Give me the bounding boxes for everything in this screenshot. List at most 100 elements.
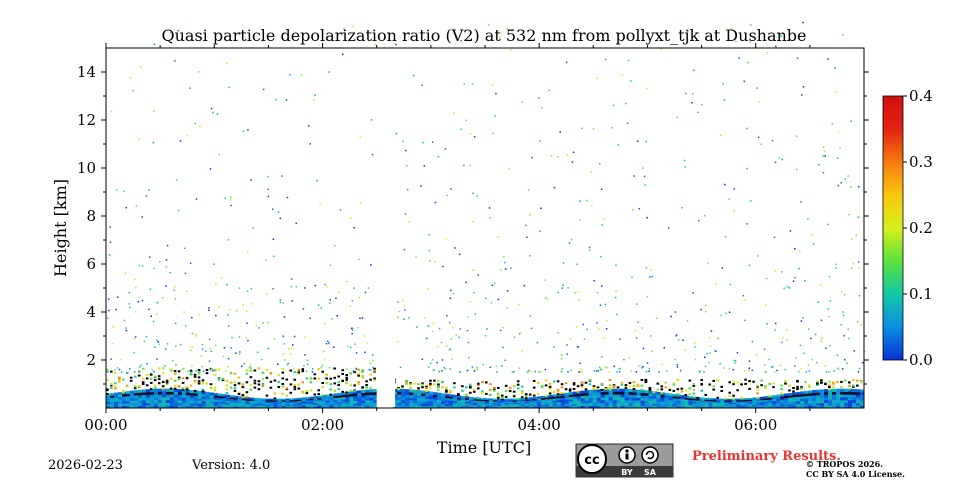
heatmap-cell [353, 371, 356, 374]
heatmap-cell [434, 260, 436, 263]
heatmap-cell [114, 392, 119, 396]
heatmap-cell [783, 287, 785, 290]
heatmap-cell [544, 368, 547, 371]
heatmap-cell [816, 402, 821, 406]
heatmap-cell [825, 371, 828, 373]
heatmap-cell [469, 406, 474, 409]
heatmap-cell [638, 207, 641, 210]
heatmap-cell [524, 406, 530, 409]
heatmap-cell [664, 395, 669, 398]
heatmap-cell [524, 405, 530, 407]
heatmap-cell [253, 379, 257, 382]
heatmap-cell [858, 185, 860, 188]
heatmap-cell [828, 405, 833, 409]
heatmap-cell [675, 334, 678, 336]
heatmap-cell [658, 371, 660, 373]
heatmap-cell [544, 397, 550, 400]
heatmap-cell [540, 386, 544, 389]
heatmap-cell [506, 290, 509, 292]
heatmap-cell [822, 172, 825, 174]
heatmap-cell [409, 389, 414, 393]
heatmap-cell [114, 369, 116, 371]
heatmap-cell [118, 396, 123, 400]
heatmap-cell [365, 380, 368, 383]
heatmap-cell [165, 405, 171, 409]
heatmap-cell [752, 397, 757, 400]
heatmap-cell [305, 406, 310, 409]
heatmap-cell [800, 396, 805, 399]
heatmap-cell [408, 221, 410, 223]
heatmap-cell [795, 357, 797, 359]
heatmap-cell [149, 405, 155, 409]
heatmap-cell [465, 281, 467, 284]
heatmap-cell [425, 403, 430, 406]
heatmap-cell [667, 227, 670, 229]
heatmap-cell [529, 255, 531, 257]
heatmap-cell [489, 388, 492, 391]
heatmap-cell [161, 391, 167, 395]
heatmap-cell [568, 405, 574, 409]
heatmap-cell [698, 371, 701, 373]
heatmap-cell [590, 171, 593, 173]
heatmap-cell [265, 399, 270, 402]
heatmap-cell [217, 401, 223, 405]
heatmap-cell [235, 310, 238, 312]
heatmap-cell [592, 388, 596, 391]
heatmap-cell [461, 402, 466, 405]
heatmap-cell [329, 393, 332, 396]
heatmap-cell [174, 60, 176, 62]
heatmap-cell [141, 299, 144, 302]
heatmap-cell [181, 392, 187, 396]
heatmap-cell [148, 189, 150, 191]
heatmap-cell [405, 402, 410, 406]
heatmap-cell [644, 390, 649, 394]
heatmap-cell [736, 389, 739, 392]
heatmap-cell [175, 364, 177, 366]
heatmap-cell [724, 401, 729, 404]
heatmap-cell [850, 120, 852, 122]
heatmap-cell [114, 403, 119, 407]
heatmap-cell [792, 401, 797, 404]
heatmap-cell [792, 394, 797, 398]
heatmap-cell [161, 388, 167, 392]
heatmap-cell [512, 390, 516, 393]
heatmap-cell [680, 387, 684, 390]
heatmap-cell [313, 377, 317, 380]
heatmap-cell [401, 399, 406, 403]
heatmap-cell [161, 385, 165, 388]
heatmap-cell [728, 405, 733, 408]
heatmap-cell [668, 405, 673, 409]
heatmap-cell [712, 379, 715, 382]
heatmap-cell [189, 392, 195, 396]
heatmap-cell [588, 402, 594, 406]
heatmap-cell [249, 388, 253, 391]
heatmap-cell [241, 401, 246, 404]
heatmap-cell [680, 398, 685, 401]
heatmap-cell [238, 336, 241, 338]
heatmap-cell [325, 404, 330, 407]
heatmap-cell [580, 400, 586, 404]
heatmap-cell [804, 380, 807, 383]
heatmap-cell [612, 386, 616, 388]
heatmap-cell [772, 386, 775, 389]
heatmap-cell [576, 393, 582, 397]
heatmap-cell [445, 401, 450, 405]
heatmap-cell [664, 399, 669, 402]
heatmap-cell [297, 402, 302, 405]
heatmap-cell [129, 77, 132, 79]
heatmap-cell [644, 398, 649, 401]
heatmap-cell [540, 395, 546, 398]
heatmap-cell [237, 399, 243, 402]
heatmap-cell [832, 397, 837, 401]
heatmap-cell [223, 347, 226, 349]
heatmap-cell [684, 349, 686, 351]
heatmap-cell [429, 396, 434, 399]
heatmap-cell [561, 370, 563, 373]
heatmap-cell [705, 304, 707, 307]
heatmap-cell [208, 309, 210, 311]
heatmap-cell [584, 388, 588, 391]
heatmap-cell [397, 316, 399, 319]
heatmap-cell [326, 340, 329, 342]
heatmap-cell [760, 403, 765, 406]
heatmap-cell [465, 398, 470, 401]
